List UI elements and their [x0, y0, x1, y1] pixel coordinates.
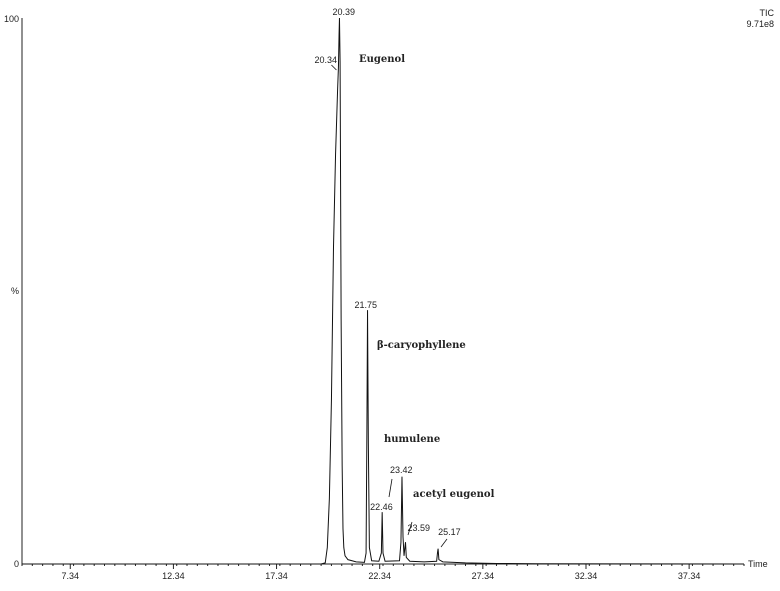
peak-annotations: 20.39 20.34 21.75 22.46 23.42 23.59 25.17 Eugen…	[314, 7, 495, 548]
peak-rt-label: 23.42	[390, 465, 413, 475]
detector-label: TIC	[760, 8, 775, 18]
x-tick-label: 17.34	[265, 571, 288, 581]
detector-scale: 9.71e8	[746, 19, 774, 29]
peak-rt-label: 21.75	[355, 300, 378, 310]
y-tick-label-top: 100	[4, 14, 19, 24]
tic-trace-line	[22, 17, 745, 565]
peak-rt-label: 22.46	[370, 502, 393, 512]
x-tick-label: 7.34	[62, 571, 80, 581]
y-tick-label-bottom: 0	[14, 559, 19, 569]
x-tick-label: 22.34	[368, 571, 391, 581]
x-axis-label: Time	[748, 559, 768, 569]
peak-rt-label: 25.17	[438, 527, 461, 537]
peak-rt-label: 20.39	[332, 7, 355, 17]
peak-leader-line	[407, 521, 413, 536]
peak-leader-line	[388, 478, 393, 498]
peak-leader-line	[331, 64, 337, 71]
peak-leader-line	[440, 538, 448, 548]
compound-label: humulene	[384, 434, 440, 445]
compound-label: acetyl eugenol	[413, 489, 495, 500]
compound-label: β-caryophyllene	[377, 340, 466, 351]
peak-rt-label: 23.59	[407, 523, 430, 533]
x-tick-label: 32.34	[575, 571, 598, 581]
peak-rt-label: 20.34	[314, 55, 337, 65]
y-axis-label: %	[11, 286, 19, 296]
compound-label: Eugenol	[359, 54, 405, 65]
x-ticks: 7.34 12.34 17.34 22.34 27.34 32.34 37.34	[21, 564, 745, 581]
x-tick-label: 12.34	[162, 571, 185, 581]
trace-layer	[22, 17, 745, 565]
x-tick-label: 37.34	[678, 571, 701, 581]
x-tick-label: 27.34	[472, 571, 495, 581]
